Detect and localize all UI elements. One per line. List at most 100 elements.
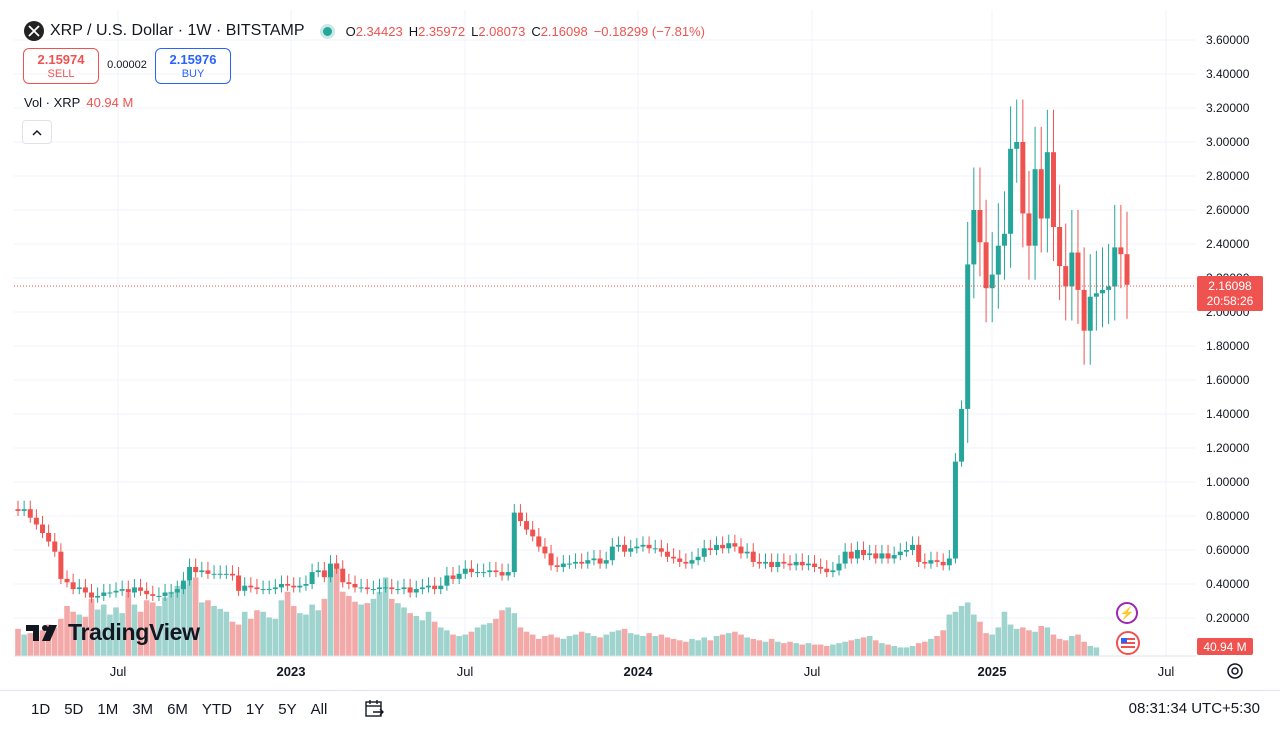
candle-body <box>205 570 211 574</box>
candle-body <box>180 580 186 590</box>
volume-legend[interactable]: Vol · XRP 40.94 M <box>24 95 133 110</box>
volume-bar <box>376 591 383 656</box>
timeframe-5d[interactable]: 5D <box>64 700 84 718</box>
go-to-date-button[interactable] <box>356 698 392 720</box>
timeframe-3m[interactable]: 3M <box>132 700 154 718</box>
symbol-title[interactable]: XRP / U.S. Dollar · 1W · BITSTAMP <box>50 22 305 39</box>
candle-body <box>125 589 131 593</box>
volume-bar <box>971 614 977 656</box>
candle-body <box>444 575 450 586</box>
candle-body <box>891 555 897 559</box>
candle-body <box>560 563 566 567</box>
candle-body <box>554 565 560 567</box>
candle-body <box>867 553 873 556</box>
price-tick-label: 1.00000 <box>1206 475 1250 489</box>
timezone-clock[interactable]: 08:31:34 UTC+5:30 <box>1128 700 1260 717</box>
volume-bar <box>33 636 40 656</box>
candle-body <box>707 548 713 550</box>
candle-body <box>487 570 493 573</box>
candle-body <box>763 561 769 564</box>
candle-body <box>260 589 266 591</box>
volume-bar <box>21 634 27 656</box>
timeframe-1m[interactable]: 1M <box>97 700 119 718</box>
volume-bar <box>1026 630 1032 656</box>
us-flag-event-icon[interactable] <box>1114 630 1142 656</box>
volume-bar <box>94 609 101 656</box>
gear-icon[interactable] <box>1226 662 1244 680</box>
volume-bar <box>474 627 481 656</box>
bar-countdown: 20:58:26 <box>1207 294 1254 308</box>
candle-body <box>726 543 732 549</box>
volume-bar <box>597 637 603 656</box>
price-chart[interactable]: 3.60000 3.40000 3.20000 3.00000 2.80000 2.600… <box>0 0 1280 690</box>
tradingview-logo[interactable]: TradingView <box>26 619 200 646</box>
last-price-tag: 2.16098 20:58:26 <box>1197 276 1263 311</box>
candle-body <box>634 546 640 549</box>
timeframe-1d[interactable]: 1D <box>31 700 51 718</box>
volume-bar <box>946 614 953 656</box>
volume-bar <box>554 637 560 656</box>
candle-body <box>1093 293 1099 297</box>
volume-bar <box>480 624 487 656</box>
volume-bar <box>493 618 499 656</box>
timeframe-all[interactable]: All <box>310 700 328 718</box>
buy-button[interactable]: 2.15976 BUY <box>155 48 231 84</box>
volume-bar <box>168 591 174 656</box>
volume-bars <box>15 563 1100 656</box>
candle-body <box>1081 289 1087 331</box>
timeframe-1y[interactable]: 1Y <box>245 700 265 718</box>
candle-body <box>824 568 830 573</box>
volume-bar <box>486 623 493 656</box>
candle-body <box>805 563 811 566</box>
timeframe-5y[interactable]: 5Y <box>278 700 297 718</box>
lightning-event-icon[interactable]: ⚡ <box>1116 602 1138 624</box>
volume-bar <box>444 630 450 656</box>
volume-bar <box>529 634 536 656</box>
volume-bar <box>241 611 248 656</box>
time-tick-label: 2025 <box>978 664 1007 679</box>
candle-body <box>677 558 683 562</box>
volume-bar <box>223 611 230 656</box>
volume-bar <box>909 646 916 656</box>
volume-bar <box>872 640 879 656</box>
volume-bar <box>419 620 426 656</box>
candle-body <box>52 541 58 552</box>
volume-bar <box>787 641 793 656</box>
candle-body <box>946 558 952 566</box>
candle-body <box>646 544 652 549</box>
candle-body <box>812 563 818 567</box>
volume-bar <box>615 630 622 656</box>
candle-body <box>168 592 174 594</box>
candle-body <box>536 536 542 547</box>
timeframe-ytd[interactable]: YTD <box>201 700 232 718</box>
volume-bar <box>866 636 873 656</box>
time-tick-label: Jul <box>1158 664 1175 679</box>
timeframe-6m[interactable]: 6M <box>167 700 188 718</box>
candle-body <box>376 587 382 590</box>
candle-body <box>297 585 303 588</box>
candle-body <box>70 582 76 590</box>
ohlc-close-value: 2.16098 <box>540 23 588 39</box>
volume-bar <box>462 634 469 656</box>
candle-body <box>187 567 193 581</box>
volume-bar <box>401 607 407 656</box>
candle-body <box>959 408 965 462</box>
volume-bar <box>113 607 119 656</box>
volume-bar <box>848 640 855 656</box>
candle-body <box>321 570 327 578</box>
volume-legend-value: 40.94 M <box>86 95 134 110</box>
volume-bar <box>640 636 646 656</box>
volume-bar <box>382 577 389 656</box>
price-change: −0.18299 (−7.81%) <box>593 23 706 39</box>
volume-bar <box>793 643 799 656</box>
collapse-legend-button[interactable] <box>22 120 52 144</box>
candle-body <box>769 561 775 567</box>
volume-bar <box>431 621 438 656</box>
sell-button[interactable]: 2.15974 SELL <box>23 48 99 84</box>
sell-label: SELL <box>47 67 75 80</box>
volume-bar <box>811 644 818 656</box>
volume-bar <box>566 636 573 656</box>
price-tick-label: 0.40000 <box>1206 577 1250 591</box>
candle-body <box>585 560 591 564</box>
volume-bar <box>88 598 95 656</box>
